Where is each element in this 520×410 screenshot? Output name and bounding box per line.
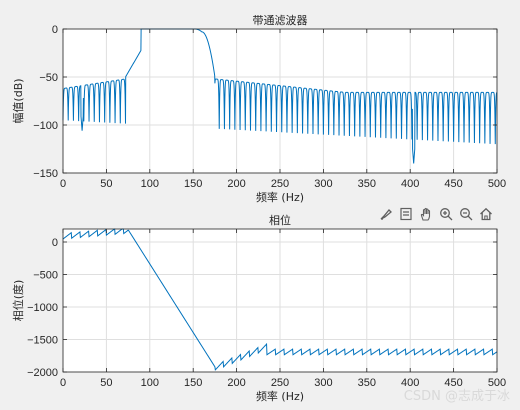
y-tick-label: −100 [33, 120, 58, 132]
x-tick-label: 400 [401, 178, 419, 190]
x-tick-label: 300 [314, 178, 332, 190]
y-tick-label: −50 [39, 72, 58, 84]
y-tick-label: −1000 [27, 302, 58, 314]
x-tick-label: 100 [141, 178, 159, 190]
x-axis-label: 频率 (Hz) [256, 190, 304, 204]
watermark: CSDN @志成于冰 [403, 389, 510, 404]
x-tick-label: 250 [271, 377, 289, 389]
x-tick-label: 450 [444, 377, 462, 389]
data-tip-icon[interactable] [398, 206, 413, 221]
zoom-out-icon[interactable] [458, 206, 473, 221]
x-tick-label: 50 [100, 377, 112, 389]
y-tick-label: 0 [52, 24, 58, 36]
y-axis-label: 相位(度) [11, 280, 25, 322]
x-axis-label: 频率 (Hz) [256, 389, 304, 403]
x-tick-label: 350 [358, 178, 376, 190]
chart-title: 相位 [269, 213, 291, 227]
x-tick-label: 250 [271, 178, 289, 190]
y-tick-label: −2000 [27, 367, 58, 379]
x-tick-label: 350 [358, 377, 376, 389]
series-line-1 [62, 228, 498, 371]
series-line-0 [62, 28, 498, 164]
chart-title: 带通滤波器 [253, 14, 308, 27]
x-tick-label: 300 [314, 377, 332, 389]
zoom-in-icon[interactable] [438, 206, 453, 221]
y-tick-label: −150 [33, 168, 58, 180]
x-tick-label: 100 [141, 377, 159, 389]
x-tick-label: 450 [444, 178, 462, 190]
x-tick-label: 0 [60, 377, 66, 389]
x-tick-label: 500 [488, 178, 506, 190]
x-tick-label: 150 [184, 178, 202, 190]
y-axis-label: 幅值(dB) [12, 78, 25, 123]
brush-icon[interactable] [378, 206, 393, 221]
y-tick-label: −500 [33, 270, 58, 282]
x-tick-label: 50 [100, 178, 112, 190]
home-icon[interactable] [478, 206, 493, 221]
y-tick-label: 0 [52, 237, 58, 249]
y-tick-label: −1500 [27, 335, 58, 347]
x-tick-label: 200 [227, 377, 245, 389]
x-tick-label: 150 [184, 377, 202, 389]
x-tick-label: 0 [60, 178, 66, 190]
pan-hand-icon[interactable] [418, 206, 433, 221]
x-tick-label: 400 [401, 377, 419, 389]
x-tick-label: 500 [488, 377, 506, 389]
x-tick-label: 200 [227, 178, 245, 190]
